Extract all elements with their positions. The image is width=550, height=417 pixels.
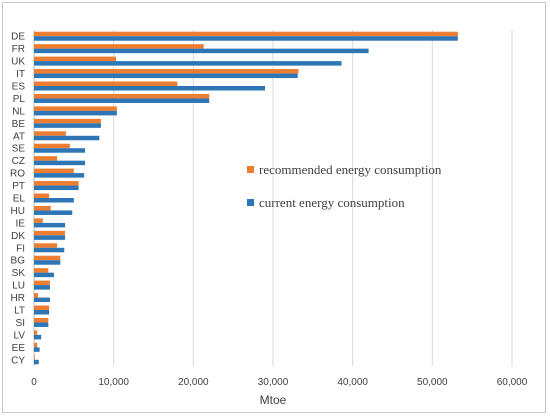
bar-BG-current: [34, 260, 61, 265]
bar-AT-current: [34, 135, 100, 141]
bar-SI-current: [34, 322, 49, 327]
category-label: LV: [14, 330, 26, 341]
category-label: EE: [12, 343, 26, 354]
category-label: RO: [10, 169, 25, 180]
x-tick-label: 30,000: [258, 377, 289, 388]
legend-label-recommended: recommended energy consumption: [259, 162, 442, 177]
category-label: BE: [12, 119, 26, 130]
category-label: IT: [16, 69, 25, 80]
bar-PL-current: [34, 98, 210, 103]
category-label: FR: [12, 44, 25, 55]
bars: [34, 31, 458, 365]
bar-HU-recommended: [34, 205, 51, 211]
category-label: AT: [13, 131, 25, 142]
bar-LV-current: [34, 334, 42, 340]
legend-label-current: current energy consumption: [259, 195, 405, 210]
bar-SK-recommended: [34, 268, 49, 273]
bar-HR-recommended: [34, 293, 38, 298]
category-label: PL: [13, 94, 26, 105]
bar-HR-current: [34, 297, 50, 303]
bar-SE-current: [34, 148, 85, 153]
bar-BE-current: [34, 123, 101, 128]
bar-IE-current: [34, 222, 66, 228]
category-label: HU: [11, 206, 25, 217]
bar-FR-recommended: [34, 44, 204, 49]
category-label: NL: [12, 106, 25, 117]
bar-BE-recommended: [34, 118, 101, 124]
x-axis-title: Mtoe: [260, 393, 287, 407]
bar-DK-recommended: [34, 230, 66, 236]
bar-SI-recommended: [34, 317, 49, 323]
category-label: LT: [14, 306, 25, 317]
bar-LV-recommended: [34, 330, 38, 335]
bar-LT-current: [34, 310, 50, 315]
bar-ES-recommended: [34, 81, 178, 86]
bar-FI-recommended: [34, 243, 58, 248]
bar-HU-current: [34, 210, 73, 215]
category-label: UK: [11, 57, 25, 68]
bar-ES-current: [34, 86, 266, 91]
bar-NL-recommended: [34, 106, 117, 111]
legend-swatch-current: [247, 199, 254, 206]
bar-DE-recommended: [34, 31, 458, 37]
category-label: ES: [12, 82, 26, 93]
category-label: HR: [11, 293, 25, 304]
bar-EE-current: [34, 347, 40, 352]
bar-SK-current: [34, 272, 54, 278]
bar-EL-recommended: [34, 193, 50, 198]
x-tick-label: 40,000: [337, 377, 368, 388]
bar-UK-recommended: [34, 56, 117, 62]
x-tick-labels: 0 10,000 20,000 30,000 40,000 50,000 60,000: [31, 377, 528, 388]
bar-IT-recommended: [34, 69, 299, 74]
x-tick-label: 0: [31, 377, 37, 388]
bar-SE-recommended: [34, 143, 70, 149]
bar-IE-recommended: [34, 218, 43, 223]
bar-CZ-recommended: [34, 156, 58, 161]
bar-BG-recommended: [34, 255, 61, 261]
x-tick-label: 60,000: [497, 377, 528, 388]
category-label: SE: [12, 144, 26, 155]
bar-UK-current: [34, 61, 342, 66]
category-label: LU: [12, 281, 25, 292]
bar-EL-current: [34, 198, 74, 203]
category-label: DE: [11, 32, 25, 43]
bar-LU-recommended: [34, 280, 50, 286]
category-label: SK: [12, 268, 26, 279]
category-label: CZ: [12, 156, 25, 167]
category-label: FI: [16, 243, 25, 254]
bar-LU-current: [34, 285, 50, 290]
x-tick-label: 20,000: [178, 377, 209, 388]
bar-LT-recommended: [34, 305, 50, 310]
bar-EE-recommended: [34, 342, 38, 348]
bar-FR-current: [34, 48, 369, 54]
bar-RO-recommended: [34, 168, 74, 174]
category-label: CY: [11, 355, 25, 366]
bar-PT-current: [34, 185, 79, 191]
category-label: DK: [11, 231, 25, 242]
bar-DK-current: [34, 235, 66, 240]
category-label: PT: [12, 181, 25, 192]
bar-PL-recommended: [34, 93, 210, 99]
category-label: EL: [13, 194, 26, 205]
category-label: BG: [11, 256, 26, 267]
bar-RO-current: [34, 173, 85, 178]
bar-PT-recommended: [34, 181, 79, 186]
bar-NL-current: [34, 110, 117, 116]
bar-CY-current: [34, 359, 39, 365]
x-tick-label: 10,000: [98, 377, 129, 388]
bar-CY-recommended: [34, 355, 35, 360]
bar-DE-current: [34, 36, 458, 41]
bar-IT-current: [34, 73, 298, 79]
legend: recommended energy consumption current e…: [247, 162, 442, 210]
legend-swatch-recommended: [247, 166, 254, 173]
bar-FI-current: [34, 247, 65, 253]
category-label: IE: [16, 218, 26, 229]
x-tick-label: 50,000: [417, 377, 448, 388]
bar-AT-recommended: [34, 131, 66, 136]
category-label: SI: [16, 318, 25, 329]
bar-CZ-current: [34, 160, 85, 166]
